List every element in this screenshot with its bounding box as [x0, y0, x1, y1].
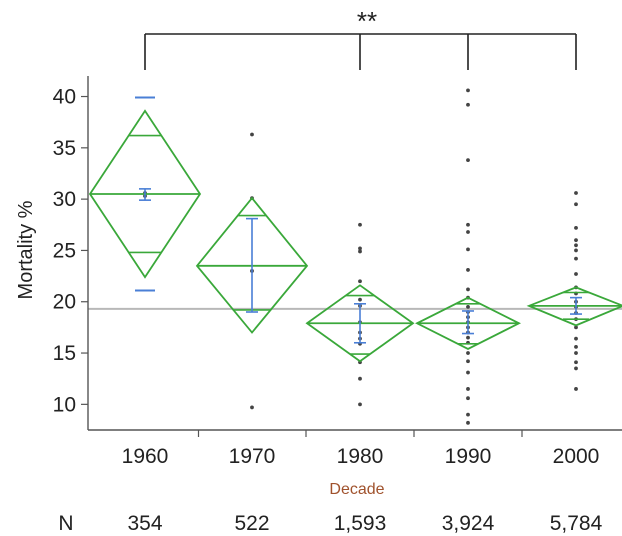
- data-point: [466, 158, 470, 163]
- data-point: [250, 405, 254, 410]
- data-point: [574, 325, 578, 330]
- data-point: [358, 297, 362, 302]
- y-tick-label: 35: [53, 137, 76, 160]
- error-bars: [135, 96, 582, 344]
- y-tick-label: 20: [53, 291, 76, 314]
- data-point: [466, 268, 470, 272]
- diamond-1970: [195, 196, 309, 334]
- n-value-1960: 354: [127, 512, 162, 535]
- data-point: [574, 366, 578, 371]
- data-point: [574, 202, 578, 207]
- y-axis-label: Mortality %: [15, 200, 37, 299]
- y-tick-label: 30: [53, 188, 76, 211]
- diamond-1990: [414, 296, 522, 350]
- x-tick-label-1970: 1970: [229, 445, 276, 468]
- data-point: [574, 344, 578, 349]
- x-tick-label-1960: 1960: [122, 445, 169, 468]
- data-point: [466, 387, 470, 391]
- data-point: [358, 279, 362, 284]
- n-values: 354 522 1,593 3,924 5,784: [127, 512, 602, 535]
- data-point: [574, 238, 578, 243]
- x-axis-label: Decade: [329, 481, 384, 498]
- data-point: [574, 248, 578, 253]
- data-point: [574, 243, 578, 248]
- significance-label: **: [357, 6, 377, 36]
- data-point: [574, 191, 578, 195]
- data-point: [250, 132, 254, 137]
- n-value-2000: 5,784: [550, 512, 603, 535]
- data-point: [358, 376, 362, 381]
- data-point: [466, 102, 470, 107]
- diamond-1980: [305, 284, 415, 363]
- n-value-1980: 1,593: [334, 512, 387, 535]
- x-tick-labels: 1960 1970 1980 1990 2000: [122, 430, 600, 468]
- y-tick-labels: 10 15 20 25 30 35 40: [53, 86, 88, 416]
- data-point: [466, 222, 470, 227]
- y-tick-label: 15: [53, 342, 76, 365]
- data-point: [466, 351, 470, 355]
- data-point: [466, 304, 470, 309]
- data-point: [466, 370, 470, 375]
- data-point: [466, 247, 470, 252]
- axes: [87, 76, 622, 431]
- data-point: [574, 225, 578, 230]
- n-row-label: N: [58, 512, 73, 535]
- data-points: [143, 88, 578, 425]
- data-point: [466, 420, 470, 425]
- x-tick-label-1990: 1990: [445, 445, 492, 468]
- n-value-1990: 3,924: [442, 512, 495, 535]
- data-point: [466, 359, 470, 364]
- data-point: [466, 396, 470, 401]
- y-tick-label: 40: [53, 86, 76, 109]
- data-point: [574, 256, 578, 261]
- diamond-1960: [88, 109, 202, 279]
- y-tick-label: 10: [53, 393, 76, 416]
- data-point: [358, 249, 362, 254]
- n-value-1970: 522: [234, 512, 269, 535]
- data-point: [466, 335, 470, 340]
- data-point: [466, 88, 470, 93]
- data-point: [466, 287, 470, 292]
- data-point: [358, 246, 362, 251]
- data-point: [574, 387, 578, 391]
- significance-bracket: [144, 33, 577, 70]
- data-point: [358, 402, 362, 407]
- diamond-2000: [526, 286, 622, 327]
- x-tick-label-2000: 2000: [553, 445, 600, 468]
- data-point: [466, 412, 470, 417]
- data-point: [574, 360, 578, 365]
- data-point: [466, 230, 470, 234]
- data-point: [574, 272, 578, 276]
- data-point: [358, 222, 362, 227]
- data-point: [574, 336, 578, 341]
- x-tick-label-1980: 1980: [337, 445, 384, 468]
- means-diamonds: [88, 109, 622, 363]
- y-tick-label: 25: [53, 239, 76, 262]
- data-point: [574, 351, 578, 355]
